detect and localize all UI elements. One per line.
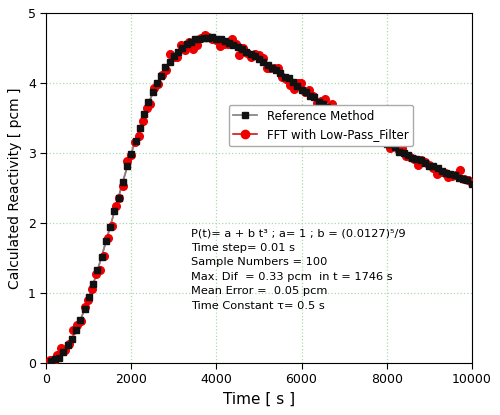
- FFT with Low-Pass_Filter: [465, 178, 471, 183]
- Text: P(t)= a + b t³ ; a= 1 ; b = (0.0127)⁵/9
Time step= 0.01 s
Sample Numbers = 100
M: P(t)= a + b t³ ; a= 1 ; b = (0.0127)⁵/9 …: [191, 229, 406, 310]
- FFT with Low-Pass_Filter: [260, 55, 266, 60]
- Reference Method: [303, 90, 309, 95]
- Reference Method: [269, 66, 275, 71]
- Legend: Reference Method, FFT with Low-Pass_Filter: Reference Method, FFT with Low-Pass_Filt…: [229, 105, 413, 146]
- FFT with Low-Pass_Filter: [174, 54, 180, 59]
- Reference Method: [209, 34, 215, 39]
- FFT with Low-Pass_Filter: [50, 359, 56, 364]
- Reference Method: [468, 182, 474, 187]
- X-axis label: Time [ s ]: Time [ s ]: [223, 392, 295, 407]
- FFT with Low-Pass_Filter: [248, 54, 254, 59]
- Line: Reference Method: Reference Method: [48, 34, 475, 364]
- FFT with Low-Pass_Filter: [202, 32, 207, 37]
- Y-axis label: Calculated Reactivity [ pcm ]: Calculated Reactivity [ pcm ]: [8, 87, 22, 289]
- Reference Method: [146, 99, 152, 104]
- FFT with Low-Pass_Filter: [450, 173, 456, 178]
- FFT with Low-Pass_Filter: [468, 181, 474, 186]
- Reference Method: [48, 359, 54, 364]
- FFT with Low-Pass_Filter: [352, 131, 358, 136]
- Line: FFT with Low-Pass_Filter: FFT with Low-Pass_Filter: [46, 31, 476, 365]
- Reference Method: [128, 151, 134, 156]
- FFT with Low-Pass_Filter: [46, 358, 52, 363]
- Reference Method: [439, 168, 445, 173]
- Reference Method: [452, 173, 458, 178]
